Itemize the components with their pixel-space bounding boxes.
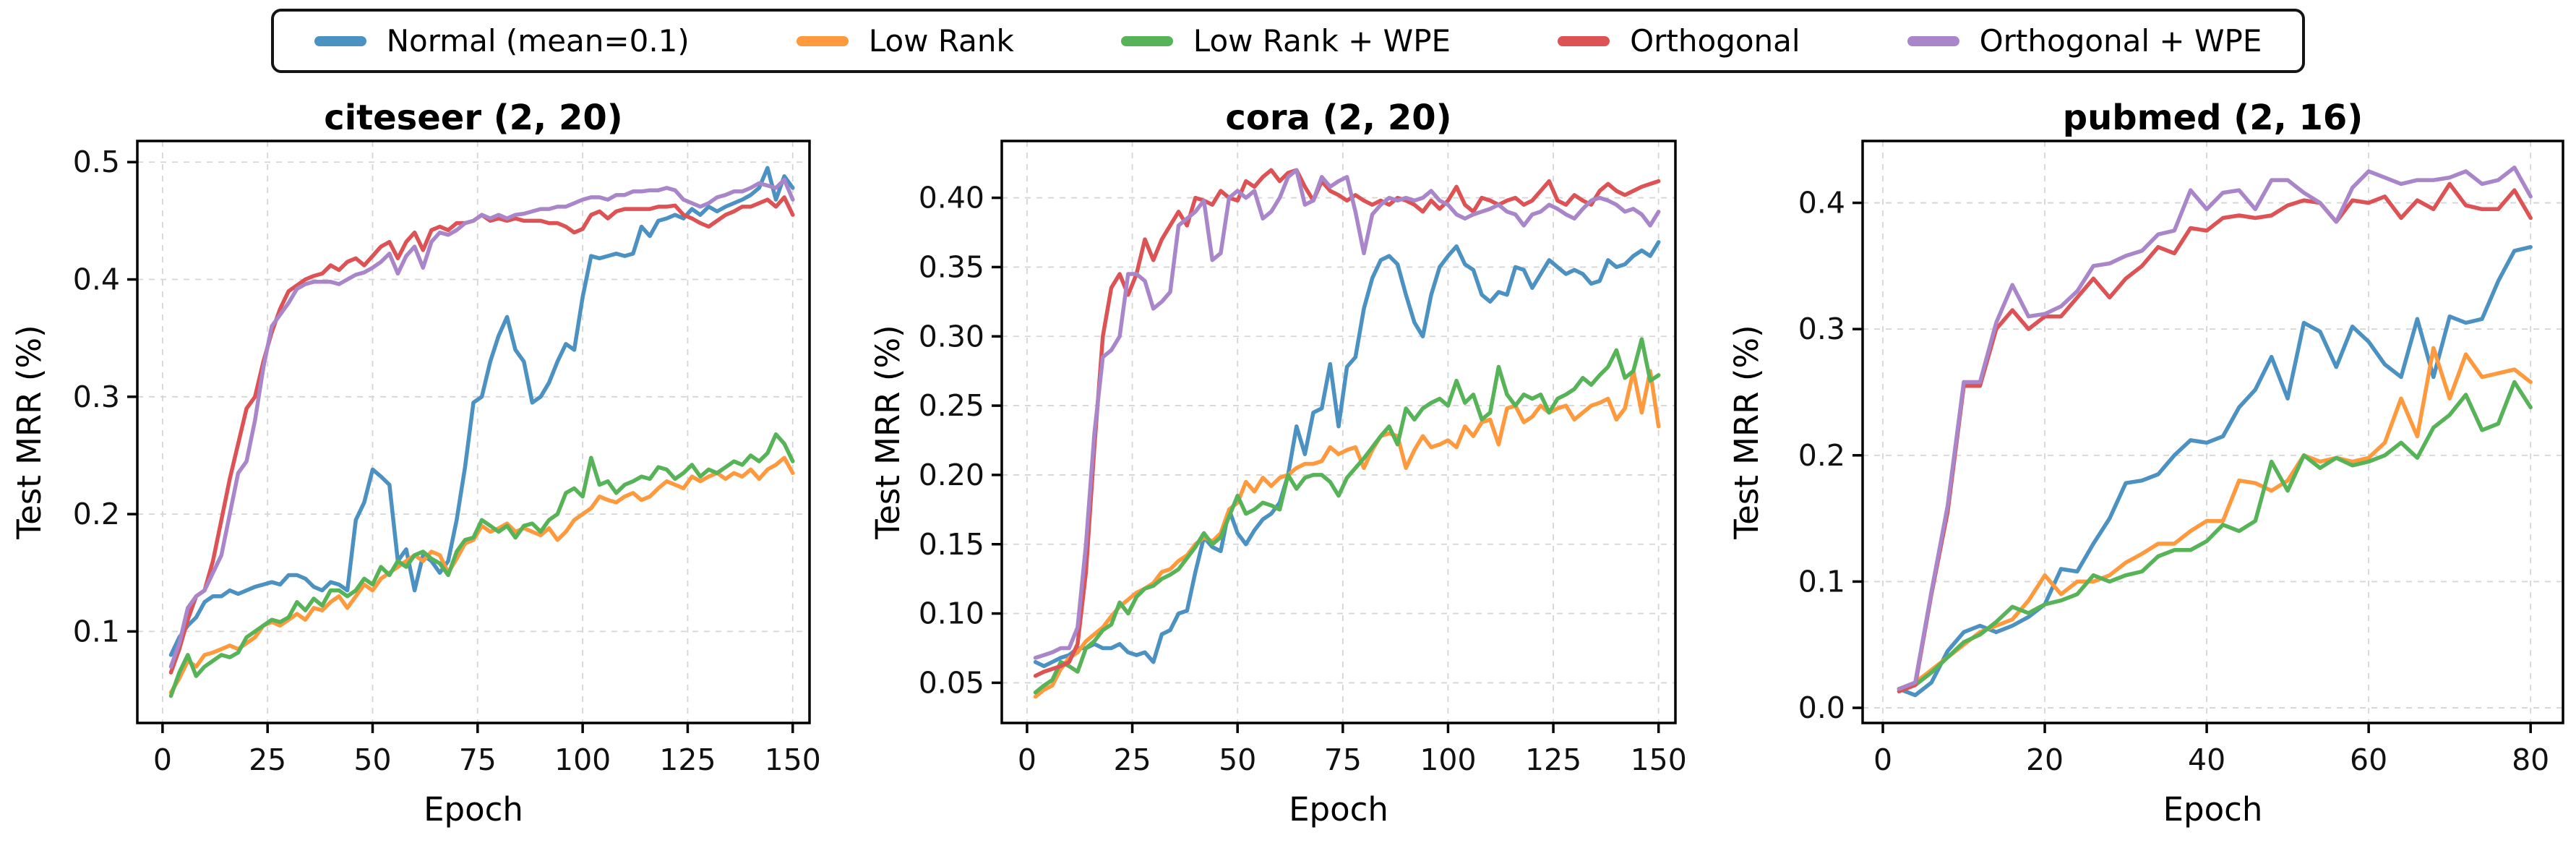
legend-item-orthogonal-wpe: Orthogonal + WPE xyxy=(1907,23,2262,59)
y-tick-label: 0.20 xyxy=(919,458,984,492)
legend-label-orthogonal-wpe: Orthogonal + WPE xyxy=(1979,23,2262,59)
y-axis-label-pubmed: Test MRR (%) xyxy=(1727,325,1766,539)
y-tick-label: 0.30 xyxy=(919,319,984,354)
legend-item-orthogonal: Orthogonal xyxy=(1558,23,1800,59)
chart-title-pubmed: pubmed (2, 16) xyxy=(2063,98,2364,138)
series-line xyxy=(1897,181,2533,694)
x-tick-label: 40 xyxy=(2188,742,2225,777)
x-axis-label-cora: Epoch xyxy=(1289,790,1388,829)
series-line xyxy=(168,166,795,657)
legend-label-low-rank-wpe: Low Rank + WPE xyxy=(1193,23,1451,59)
x-tick-label: 125 xyxy=(659,742,716,777)
x-tick-label: 150 xyxy=(765,742,821,777)
x-axis-label-citeseer: Epoch xyxy=(424,790,523,829)
legend-container: Normal (mean=0.1) Low Rank Low Rank + WP… xyxy=(0,0,2576,73)
x-tick-label: 50 xyxy=(1219,742,1256,777)
y-axis-label-citeseer: Test MRR (%) xyxy=(10,325,48,539)
legend-label-normal: Normal (mean=0.1) xyxy=(386,23,690,59)
x-tick-label: 0 xyxy=(1018,742,1036,777)
chart-cora: cora (2, 20) Test MRR (%) Epoch 0 25 50 75 1… xyxy=(869,98,1687,829)
chart-panel-cora: cora (2, 20) Test MRR (%) Epoch 0 25 50 75 1… xyxy=(859,74,1717,844)
series-line xyxy=(168,177,795,669)
series-line xyxy=(168,432,795,698)
y-axis-label-cora: Test MRR (%) xyxy=(869,325,907,539)
plot-frame xyxy=(136,140,811,724)
legend-item-normal: Normal (mean=0.1) xyxy=(314,23,690,59)
y-tick-label: 0.0 xyxy=(1798,690,1845,725)
plot-frame xyxy=(1861,140,2564,724)
series-line xyxy=(1897,165,2533,691)
x-tick-label: 0 xyxy=(1873,742,1892,777)
legend-swatch-low-rank xyxy=(796,35,849,46)
x-tick-label: 25 xyxy=(1113,742,1151,777)
charts-row: citeseer (2, 20) Test MRR (%) Epoch 0 25 5… xyxy=(0,74,2576,844)
series-line xyxy=(1897,244,2533,698)
x-tick-label: 80 xyxy=(2512,742,2549,777)
x-axis-label-pubmed: Epoch xyxy=(2163,790,2263,829)
chart-title-citeseer: citeseer (2, 20) xyxy=(324,98,622,138)
chart-pubmed: pubmed (2, 16) Test MRR (%) Epoch 0 20 40 6… xyxy=(1727,98,2564,829)
y-tick-label: 0.15 xyxy=(919,527,984,562)
series-line xyxy=(1033,369,1661,699)
y-tick-label: 0.4 xyxy=(1798,186,1845,221)
series-line xyxy=(1033,168,1661,678)
chart-panel-citeseer: citeseer (2, 20) Test MRR (%) Epoch 0 25 5… xyxy=(0,74,859,844)
series-line xyxy=(1033,240,1661,669)
y-tick-label: 0.3 xyxy=(1798,312,1845,346)
x-tick-label: 20 xyxy=(2026,742,2064,777)
y-tick-label: 0.40 xyxy=(919,181,984,215)
series-line xyxy=(168,195,795,675)
legend-item-low-rank: Low Rank xyxy=(796,23,1014,59)
legend-item-low-rank-wpe: Low Rank + WPE xyxy=(1120,23,1451,59)
legend-label-low-rank: Low Rank xyxy=(868,23,1014,59)
x-tick-label: 150 xyxy=(1631,742,1687,777)
y-tick-label: 0.1 xyxy=(1798,564,1845,599)
legend-swatch-low-rank-wpe xyxy=(1120,35,1173,46)
x-tick-label: 25 xyxy=(249,742,286,777)
y-tick-label: 0.1 xyxy=(73,614,120,649)
series-line xyxy=(1033,337,1661,695)
series-line xyxy=(168,455,795,695)
legend-swatch-orthogonal xyxy=(1558,35,1610,46)
y-tick-label: 0.10 xyxy=(919,596,984,631)
chart-title-cora: cora (2, 20) xyxy=(1225,98,1451,138)
legend: Normal (mean=0.1) Low Rank Low Rank + WP… xyxy=(270,9,2306,73)
chart-citeseer: citeseer (2, 20) Test MRR (%) Epoch 0 25 5… xyxy=(10,98,821,829)
x-tick-label: 60 xyxy=(2350,742,2387,777)
x-tick-label: 75 xyxy=(459,742,497,777)
y-tick-label: 0.4 xyxy=(73,262,120,297)
legend-label-orthogonal: Orthogonal xyxy=(1630,23,1800,59)
x-tick-label: 100 xyxy=(554,742,611,777)
legend-swatch-orthogonal-wpe xyxy=(1907,35,1959,46)
chart-panel-pubmed: pubmed (2, 16) Test MRR (%) Epoch 0 20 40 6… xyxy=(1717,74,2576,844)
plot-frame xyxy=(1000,140,1677,724)
y-tick-label: 0.5 xyxy=(73,145,120,179)
x-tick-label: 75 xyxy=(1324,742,1362,777)
y-tick-label: 0.3 xyxy=(73,380,120,414)
x-tick-label: 100 xyxy=(1420,742,1476,777)
series-line xyxy=(1897,380,2533,691)
legend-swatch-normal xyxy=(314,35,366,46)
series-line xyxy=(1897,346,2533,691)
y-tick-label: 0.2 xyxy=(1798,438,1845,473)
y-tick-label: 0.05 xyxy=(919,665,984,700)
y-tick-label: 0.2 xyxy=(73,497,120,531)
x-tick-label: 125 xyxy=(1525,742,1581,777)
series-line xyxy=(1033,168,1661,660)
y-tick-label: 0.35 xyxy=(919,249,984,284)
x-tick-label: 50 xyxy=(353,742,391,777)
x-tick-label: 0 xyxy=(153,742,172,777)
y-tick-label: 0.25 xyxy=(919,388,984,423)
